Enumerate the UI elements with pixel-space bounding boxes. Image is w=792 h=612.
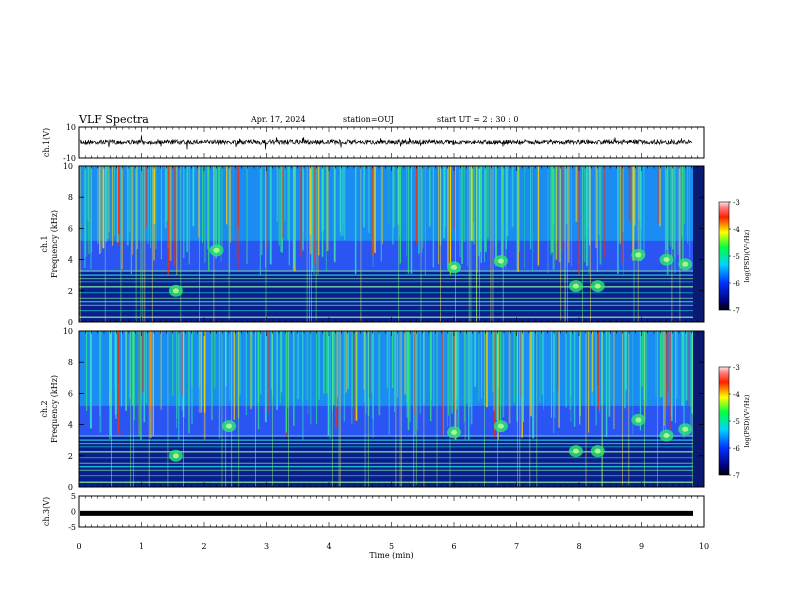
station-label: station=OUJ [343,115,394,124]
plot-title: VLF Spectra [79,113,149,126]
date-label: Apr. 17, 2024 [251,115,306,124]
colorbar-tick-label: -5 [733,253,740,261]
x-tick-label: 9 [639,542,644,551]
x-tick-label: 10 [699,542,709,551]
y-tick-label: 0 [71,508,76,517]
colorbar-gradient [718,201,730,311]
x-tick-label: 2 [201,542,206,551]
y-axis-label: Frequency (kHz) [50,210,59,278]
y-tick-label: 4 [68,421,73,430]
colorbar-tick-label: -7 [733,307,740,315]
x-tick-label: 1 [139,542,144,551]
x-tick-label: 4 [326,542,331,551]
y-tick-label: 10 [63,327,73,336]
colorbar-tick-label: -4 [733,226,740,234]
colorbar-label: log(PSD)(V²/Hz) [743,394,751,447]
x-tick-label: 0 [76,542,81,551]
x-tick-label: 7 [514,542,519,551]
colorbar-tick-label: -6 [733,280,740,288]
x-axis-ticks [78,127,705,527]
y-axis-label: ch.1(V) [42,128,51,157]
y-tick-label: 4 [68,256,73,265]
x-tick-label: 6 [451,542,456,551]
colorbar: -3 -4 -5 -6 -7 log(PSD)(V²/Hz) [718,364,751,480]
y-tick-label: 6 [68,224,73,233]
start-ut-label: start UT = 2 : 30 : 0 [437,115,519,124]
y-axis-label: ch.2 [40,400,49,417]
x-tick-label: 8 [576,542,581,551]
x-tick-label: 3 [264,542,269,551]
colorbar-tick-label: -5 [733,418,740,426]
y-tick-label: 0 [68,318,73,327]
colorbar-tick-label: -3 [733,364,740,372]
ch1-trace [79,135,693,150]
spectrogram-image [79,166,704,322]
spectrogram-panel-2: 0 2 4 6 8 10 ch.2 Frequency (kHz) -3 -4 -5 -6 -7 log(… [40,327,751,492]
y-tick-label: 8 [68,193,73,202]
spectrogram-panel-1: 0 2 4 6 8 10 ch.1 Frequency (kHz) -3 -4 -5 -6 -7 log(… [40,162,751,327]
y-axis-label: ch.1 [40,235,49,252]
x-axis-label: Time (min) [369,551,413,560]
y-tick-label: 5 [71,492,76,501]
colorbar-tick-label: -3 [733,199,740,207]
spectrogram-image [79,331,704,487]
y-tick-label: 2 [68,287,73,296]
y-tick-label: 10 [66,123,76,132]
y-tick-label: -10 [63,154,76,163]
colorbar-tick-label: -6 [733,445,740,453]
x-tick-label: 5 [389,542,394,551]
y-tick-label: 2 [68,452,73,461]
y-tick-label: 0 [68,483,73,492]
y-tick-label: 10 [63,162,73,171]
colorbar-tick-label: -7 [733,472,740,480]
colorbar-tick-label: -4 [733,391,740,399]
ch3-trace [80,510,693,516]
y-tick-label: 8 [68,358,73,367]
y-tick-label: -5 [68,523,76,532]
colorbar-gradient [718,366,730,476]
y-axis-label: ch.3(V) [42,497,51,526]
y-tick-label: 6 [68,389,73,398]
colorbar: -3 -4 -5 -6 -7 log(PSD)(V²/Hz) [718,199,751,315]
y-axis-label: Frequency (kHz) [50,375,59,443]
colorbar-label: log(PSD)(V²/Hz) [743,229,751,282]
